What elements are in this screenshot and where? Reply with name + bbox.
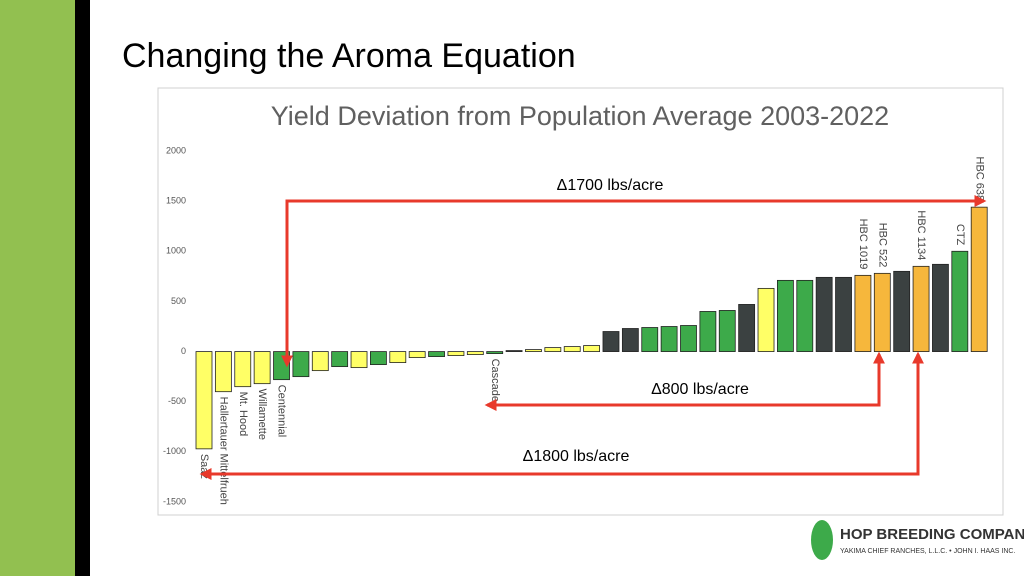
bar [466,351,484,355]
bar [331,351,349,368]
bar [815,276,833,352]
bar [447,351,465,356]
x-tick-label: Mt. Hood [237,392,249,437]
chart-title: Yield Deviation from Population Average … [271,101,889,131]
annotation: Δ1700 lbs/acre [557,177,664,194]
arrows [199,195,987,480]
slide-title: Changing the Aroma Equation [122,37,576,75]
y-tick-label: -1500 [163,496,186,506]
bar [583,345,600,352]
arrow [281,195,987,368]
logo: HOP BREEDING COMPANY YAKIMA CHIEF RANCHE… [811,520,1024,560]
bar [893,270,911,352]
x-tick-label: HBC 1019 [857,219,869,270]
bar [234,351,252,388]
bar [544,347,562,352]
bar [854,274,872,352]
bar [718,310,736,352]
bar [525,349,542,352]
x-tick-label: Hallertauer Mittelfrueh [217,397,229,505]
x-tick-label: HBC 638 [973,157,985,202]
bar [932,263,949,352]
annotation: Δ800 lbs/acre [651,381,749,398]
bar [951,250,969,352]
bar [428,351,445,357]
logo-icon [811,520,833,560]
bar [912,265,930,352]
bar [389,351,407,364]
annotation: Δ1800 lbs/acre [523,448,630,465]
x-tick-label: HBC 1134 [915,210,927,260]
y-tick-label: 1000 [166,246,186,256]
bar [660,326,678,352]
bar [370,351,387,366]
x-tick-label: Cascade [489,359,501,402]
bar [641,327,659,352]
bar [738,304,756,352]
y-tick-label: -1000 [163,446,186,456]
y-tick-label: 0 [181,346,186,356]
bar [835,276,852,352]
bar [408,351,426,358]
bar [699,311,717,352]
logo-tagline: YAKIMA CHIEF RANCHES, L.L.C. • JOHN I. H… [840,548,1015,555]
bar [311,351,329,372]
y-tick-label: 1500 [166,196,186,206]
bar [292,351,310,378]
y-tick-label: 2000 [166,145,186,155]
bar [777,279,794,352]
bar [873,272,891,352]
bar [505,350,523,352]
x-tick-label: Centennial [276,385,288,438]
side-stripe [75,0,90,576]
bar [563,346,581,352]
y-tick-label: -500 [168,396,186,406]
bar [486,351,504,354]
bar [253,351,271,385]
logo-name: HOP BREEDING COMPANY [840,526,1024,543]
arrow [199,351,924,480]
bar [621,328,639,352]
bar [350,351,368,369]
bar [970,206,988,352]
bar [757,287,775,352]
side-band [0,0,75,576]
bar [796,279,814,352]
x-tick-label: CTZ [954,224,966,246]
bar [680,325,697,352]
x-tick-label: Willamette [256,389,268,440]
x-tick-label: HBC 522 [876,223,888,268]
y-tick-label: 500 [171,296,186,306]
bar [602,331,620,352]
bar [195,351,213,450]
bar [214,351,232,393]
